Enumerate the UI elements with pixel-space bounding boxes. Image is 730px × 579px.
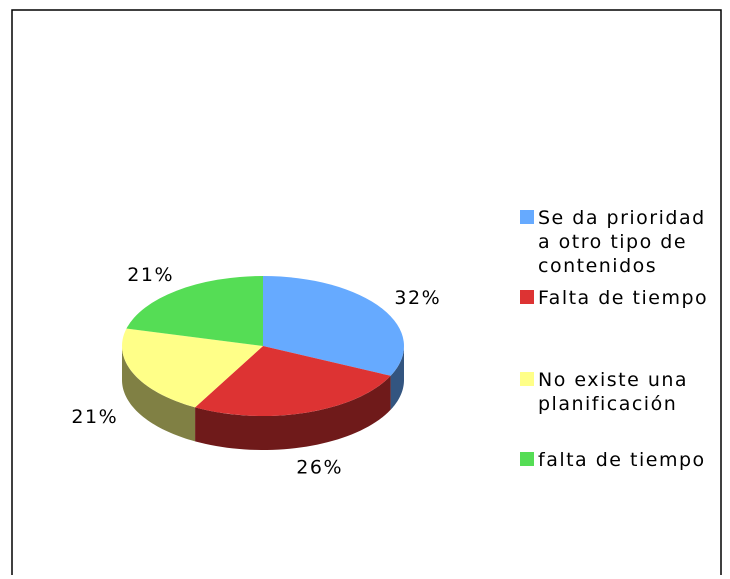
- legend-line: Falta de tiempo: [538, 287, 708, 309]
- legend-line: No existe una: [538, 369, 688, 391]
- pie-side: [390, 346, 404, 410]
- legend-swatch: [520, 452, 534, 466]
- pie-slice: [263, 276, 404, 376]
- legend-swatch: [520, 290, 534, 304]
- legend-label: No existe una planificación: [538, 369, 688, 415]
- pie-slice: [122, 328, 263, 408]
- legend-line: planificación: [538, 393, 677, 415]
- data-label: 26%: [296, 457, 343, 479]
- data-label: 21%: [71, 406, 118, 428]
- data-label: 32%: [394, 287, 441, 309]
- pie-slice: [126, 276, 263, 346]
- legend-line: a otro tipo de: [538, 231, 687, 253]
- legend-line: Se da prioridad: [538, 207, 706, 229]
- data-label: 21%: [127, 264, 174, 286]
- pie-side: [195, 375, 391, 450]
- legend-label: Se da prioridad a otro tipo de contenidos: [538, 207, 706, 277]
- legend-swatch: [520, 210, 534, 224]
- pie-side: [122, 346, 196, 442]
- legend-label: Falta de tiempo: [538, 287, 708, 309]
- frame: [11, 9, 722, 575]
- pie-slice: [195, 346, 391, 416]
- legend-swatch: [520, 372, 534, 386]
- legend-line: falta de tiempo: [538, 449, 706, 471]
- legend-label: falta de tiempo: [538, 449, 706, 471]
- legend-line: contenidos: [538, 255, 657, 277]
